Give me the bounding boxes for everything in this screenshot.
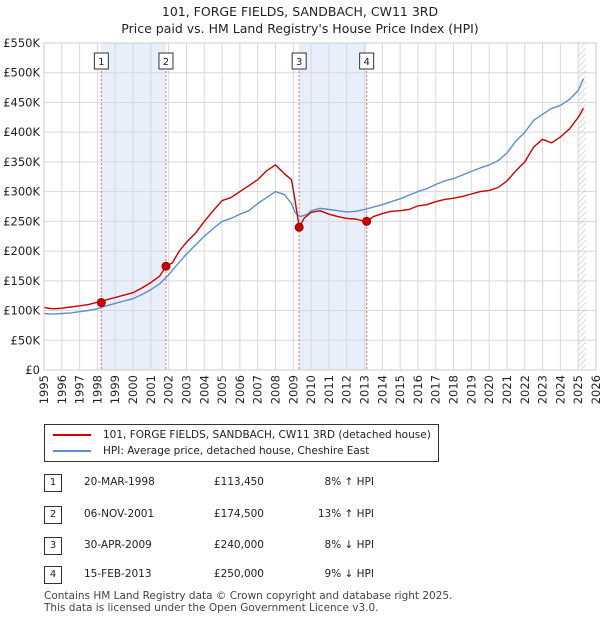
x-tick-label: 2002 xyxy=(162,375,176,404)
price-chart: 1 2 3 4 £0 £50K £100K £150K £200K £250K £300K £350… xyxy=(3,36,600,404)
x-tick-label: 2005 xyxy=(215,375,229,404)
y-tick-label: £200K xyxy=(3,244,40,258)
y-tick-label: £350K xyxy=(3,155,40,169)
property-price-line xyxy=(43,108,585,310)
legend-swatch-hpi xyxy=(53,450,91,452)
x-tick-label: 2010 xyxy=(304,375,318,404)
legend-item-hpi: HPI: Average price, detached house, Ches… xyxy=(53,443,369,459)
sale-hpi-diff: 8% ↑ HPI xyxy=(324,476,374,488)
sale-number-badge: 4 xyxy=(44,566,62,584)
x-tick-label: 2000 xyxy=(126,375,140,404)
x-tick-label: 2017 xyxy=(429,375,443,404)
x-tick-label: 2008 xyxy=(268,375,282,404)
x-tick-label: 2001 xyxy=(144,375,158,404)
x-tick-label: 2020 xyxy=(482,375,496,404)
sale-number-badge: 1 xyxy=(44,474,62,492)
sale-date: 06-NOV-2001 xyxy=(84,508,155,520)
x-tick-label: 1999 xyxy=(108,375,122,404)
x-tick-label: 2014 xyxy=(375,375,389,404)
x-tick-label: 2006 xyxy=(233,375,247,404)
sale-label-box xyxy=(158,52,174,70)
sale-price: £240,000 xyxy=(213,539,264,551)
sale-label-box xyxy=(359,52,375,70)
x-tick-label: 2023 xyxy=(536,375,550,404)
sale-row: 4 15-FEB-2013 £250,000 9% ↓ HPI xyxy=(44,566,564,584)
sale-point xyxy=(362,216,372,226)
sale-date: 20-MAR-1998 xyxy=(84,476,155,488)
y-tick-label: £300K xyxy=(3,185,40,199)
y-tick-label: £0 xyxy=(25,363,40,377)
y-tick-label: £400K xyxy=(3,125,40,139)
x-tick-label: 2007 xyxy=(251,375,265,404)
x-tick-label: 2016 xyxy=(411,375,425,404)
y-tick-label: £100K xyxy=(3,304,40,318)
legend: 101, FORGE FIELDS, SANDBACH, CW11 3RD (d… xyxy=(44,424,439,462)
chart-title: 101, FORGE FIELDS, SANDBACH, CW11 3RD xyxy=(161,4,439,19)
x-tick-label: 2022 xyxy=(518,375,532,404)
sale-label: 3 xyxy=(296,57,302,68)
legend-swatch-property xyxy=(53,434,91,436)
sale-label: 1 xyxy=(98,57,104,68)
x-tick-label: 1997 xyxy=(73,375,87,404)
sale-row: 1 20-MAR-1998 £113,450 8% ↑ HPI xyxy=(44,474,564,492)
sale-point xyxy=(96,298,106,308)
y-tick-label: £550K xyxy=(3,36,40,50)
sale-hpi-diff: 8% ↓ HPI xyxy=(324,539,374,551)
y-tick-label: £50K xyxy=(11,333,41,347)
x-tick-label: 2003 xyxy=(179,375,193,404)
x-tick-label: 2021 xyxy=(500,375,514,404)
x-tick-label: 2004 xyxy=(197,375,211,404)
x-tick-label: 2018 xyxy=(447,375,461,404)
sale-date: 30-APR-2009 xyxy=(84,539,152,551)
x-tick-label: 2019 xyxy=(464,375,478,404)
footer-copyright: Contains HM Land Registry data © Crown c… xyxy=(44,590,453,602)
sale-date: 15-FEB-2013 xyxy=(84,568,152,580)
legend-label-property: 101, FORGE FIELDS, SANDBACH, CW11 3RD (d… xyxy=(103,429,431,441)
x-tick-label: 2024 xyxy=(553,375,567,404)
footer-licence: This data is licensed under the Open Gov… xyxy=(44,602,379,614)
sale-hpi-diff: 9% ↓ HPI xyxy=(324,568,374,580)
y-tick-label: £500K xyxy=(3,66,40,80)
sale-price: £250,000 xyxy=(213,568,264,580)
sale-label-box xyxy=(93,52,109,70)
shaded-period xyxy=(299,43,367,370)
sale-point xyxy=(161,261,171,271)
x-tick-label: 2012 xyxy=(340,375,354,404)
y-tick-label: £150K xyxy=(3,274,40,288)
chart-subtitle: Price paid vs. HM Land Registry's House … xyxy=(121,21,479,36)
x-tick-label: 1996 xyxy=(55,375,69,404)
shaded-period xyxy=(101,43,166,370)
sale-label: 2 xyxy=(163,57,169,68)
x-tick-label: 2009 xyxy=(286,375,300,404)
sale-row: 2 06-NOV-2001 £174,500 13% ↑ HPI xyxy=(44,506,564,524)
sale-label: 4 xyxy=(363,57,369,68)
sale-price: £174,500 xyxy=(213,508,264,520)
sale-number-badge: 2 xyxy=(44,506,62,524)
legend-item-property: 101, FORGE FIELDS, SANDBACH, CW11 3RD (d… xyxy=(53,427,431,443)
legend-label-hpi: HPI: Average price, detached house, Ches… xyxy=(103,445,370,457)
x-tick-label: 2025 xyxy=(571,375,585,404)
x-tick-label: 2015 xyxy=(393,375,407,404)
sale-point xyxy=(294,222,304,232)
x-tick-label: 2026 xyxy=(589,375,600,404)
x-tick-label: 1998 xyxy=(90,375,104,404)
x-tick-label: 2013 xyxy=(358,375,372,404)
sale-label-box xyxy=(291,52,307,70)
x-tick-label: 2011 xyxy=(322,375,336,404)
sale-price: £113,450 xyxy=(213,476,264,488)
y-tick-label: £450K xyxy=(3,95,40,109)
hpi-line xyxy=(43,78,585,315)
x-tick-label: 1995 xyxy=(37,375,51,404)
forecast-region xyxy=(578,43,586,370)
y-tick-label: £250K xyxy=(3,214,40,228)
plot-border xyxy=(43,42,597,371)
sale-number-badge: 3 xyxy=(44,537,62,555)
sale-row: 3 30-APR-2009 £240,000 8% ↓ HPI xyxy=(44,537,564,555)
sale-hpi-diff: 13% ↑ HPI xyxy=(317,508,374,520)
